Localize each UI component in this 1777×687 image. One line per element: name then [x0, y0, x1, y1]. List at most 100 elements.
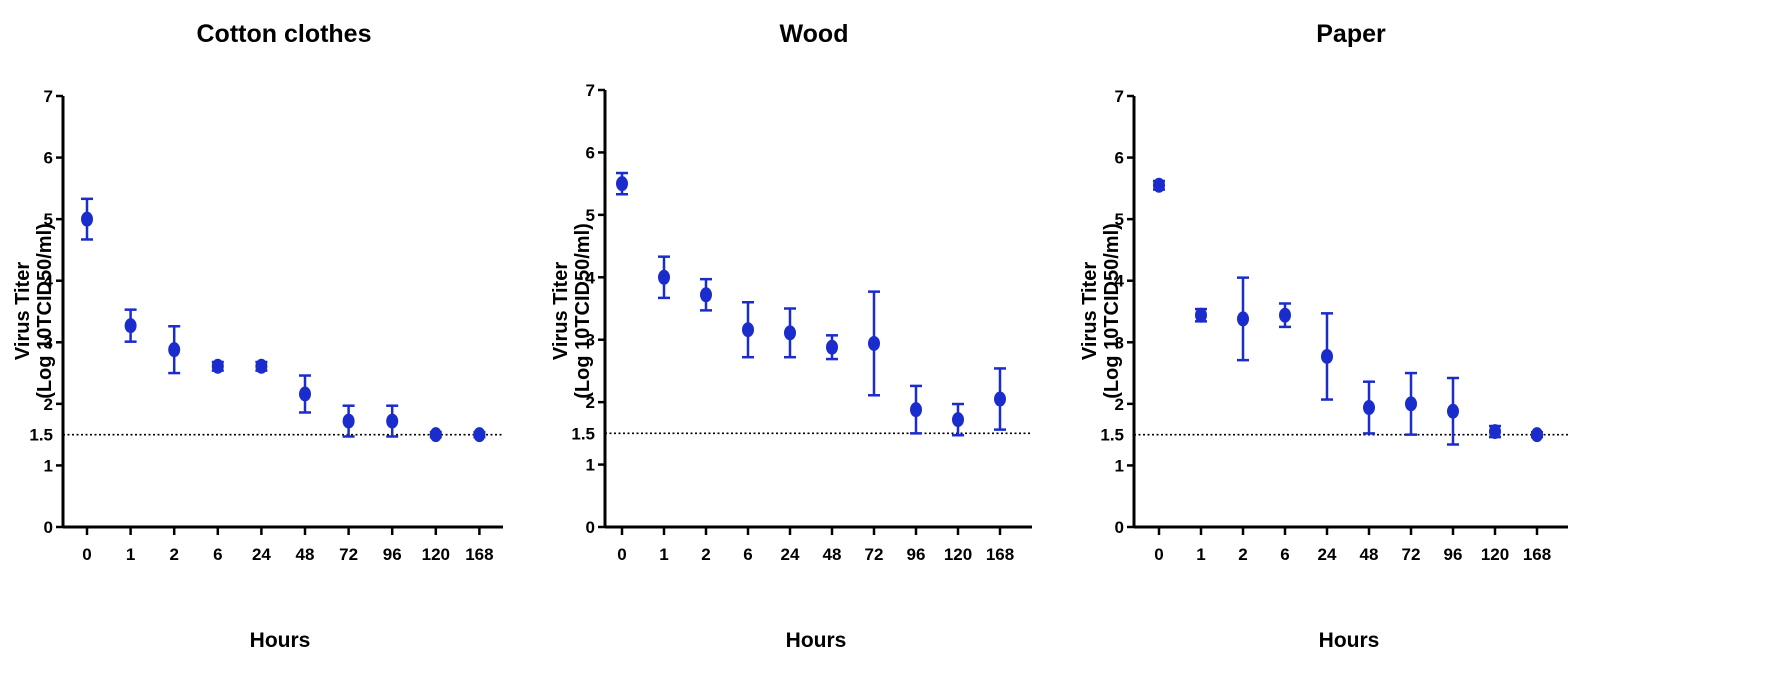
x-tick-label: 2 — [1238, 545, 1247, 564]
data-point — [124, 318, 137, 334]
x-tick-label: 96 — [907, 545, 926, 564]
x-tick-label: 96 — [383, 545, 402, 564]
y-tick-label: 1 — [1115, 456, 1124, 475]
y-tick-label: 0 — [1115, 518, 1124, 537]
x-axis-label: Hours — [1319, 629, 1380, 652]
chart-panel-2: Wood Hours Virus Titer (Log 10TCID50/ml)… — [550, 0, 1184, 687]
x-tick-label: 120 — [422, 545, 450, 564]
y-axis-label-line2: (Log 10TCID50/ml) — [572, 223, 594, 399]
x-tick-label: 48 — [296, 545, 315, 564]
y-tick-label: 1.5 — [29, 426, 53, 445]
chart-title: Cotton clothes — [197, 20, 372, 48]
x-tick-label: 1 — [126, 545, 135, 564]
data-point — [910, 402, 922, 418]
data-point — [1195, 307, 1207, 323]
plot-area: 0 1 1.5 2 3 4 5 6 7 0 1 2 6 24 48 72 96 120 168 — [571, 81, 1032, 564]
x-axis-label: Hours — [786, 629, 847, 652]
x-tick-label: 72 — [865, 545, 884, 564]
data-point — [952, 412, 964, 428]
y-axis-label-line1: Virus Titer — [12, 262, 34, 360]
data-point — [81, 211, 93, 227]
x-tick-label: 1 — [1196, 545, 1205, 564]
y-tick-label: 6 — [1115, 149, 1124, 168]
x-tick-label: 0 — [617, 545, 626, 564]
data-point — [868, 335, 880, 351]
data-point — [1447, 403, 1459, 419]
data-point — [700, 287, 712, 303]
x-tick-label: 2 — [169, 545, 178, 564]
data-point — [1405, 396, 1417, 412]
data-point — [994, 391, 1006, 407]
data-point — [211, 358, 224, 374]
x-tick-label: 168 — [1523, 545, 1551, 564]
x-tick-label: 24 — [252, 545, 271, 564]
x-tick-label: 96 — [1444, 545, 1463, 564]
y-tick-label: 4 — [1115, 272, 1125, 291]
plot-area: 0 1 1.5 2 3 4 5 6 7 0 1 2 6 24 48 72 96 120 168 — [29, 87, 503, 564]
y-tick-label: 2 — [586, 393, 595, 412]
x-tick-label: 6 — [213, 545, 222, 564]
y-axis-label-line1: Virus Titer — [550, 262, 572, 360]
y-tick-label: 1.5 — [1100, 426, 1124, 445]
y-tick-label: 1 — [586, 456, 595, 475]
data-point — [1237, 311, 1249, 327]
x-tick-label: 0 — [82, 545, 91, 564]
y-tick-label: 3 — [44, 333, 53, 352]
plot-area: 0 1 1.5 2 3 4 5 6 7 0 1 2 6 24 48 72 96 120 168 — [1100, 87, 1568, 564]
y-tick-label: 4 — [44, 272, 54, 291]
chart-paper: Paper Hours Virus Titer (Log 10TCID50/ml… — [1079, 20, 1568, 652]
x-tick-label: 6 — [743, 545, 752, 564]
x-tick-label: 6 — [1280, 545, 1289, 564]
y-tick-label: 3 — [1115, 333, 1124, 352]
data-point — [386, 413, 399, 429]
data-point — [826, 339, 838, 355]
chart-cotton-clothes: Cotton clothes Hours Virus Titer (Log 10… — [12, 20, 503, 652]
data-point — [1363, 400, 1375, 416]
x-tick-label: 168 — [465, 545, 493, 564]
y-tick-label: 0 — [44, 518, 53, 537]
data-point — [168, 342, 181, 358]
x-tick-label: 1 — [659, 545, 668, 564]
data-point — [742, 322, 754, 338]
data-point — [1489, 424, 1501, 440]
x-tick-label: 72 — [339, 545, 358, 564]
y-axis-label-line1: Virus Titer — [1079, 262, 1101, 360]
y-tick-label: 0 — [586, 518, 595, 537]
y-tick-label: 3 — [586, 331, 595, 350]
chart-wood: Wood Hours Virus Titer (Log 10TCID50/ml)… — [550, 20, 1032, 652]
chart-panel-3: Paper Hours Virus Titer (Log 10TCID50/ml… — [1079, 0, 1776, 687]
data-point — [616, 176, 628, 192]
y-tick-label: 7 — [586, 81, 595, 100]
data-point — [299, 386, 311, 402]
y-axis-label-line2: (Log 10TCID50/ml) — [34, 223, 56, 399]
x-tick-label: 0 — [1154, 545, 1163, 564]
y-tick-label: 1.5 — [571, 424, 595, 443]
data-point — [342, 413, 355, 429]
y-tick-label: 5 — [586, 206, 595, 225]
data-point — [784, 325, 796, 341]
y-tick-label: 7 — [1115, 87, 1124, 106]
chart-panel-1: Cotton clothes Hours Virus Titer (Log 10… — [0, 0, 592, 687]
x-tick-label: 48 — [1360, 545, 1379, 564]
x-tick-label: 48 — [823, 545, 842, 564]
x-tick-label: 24 — [1318, 545, 1337, 564]
x-tick-label: 120 — [944, 545, 972, 564]
y-axis-label-line2: (Log 10TCID50/ml) — [1101, 223, 1123, 399]
y-tick-label: 5 — [44, 210, 53, 229]
y-tick-label: 2 — [1115, 395, 1124, 414]
data-point — [1153, 177, 1165, 193]
chart-title: Paper — [1316, 20, 1386, 48]
data-point — [255, 358, 268, 374]
y-tick-label: 6 — [44, 149, 53, 168]
data-point — [1321, 348, 1333, 364]
y-tick-label: 6 — [586, 143, 595, 162]
y-tick-label: 5 — [1115, 210, 1124, 229]
y-tick-label: 1 — [44, 456, 53, 475]
y-tick-label: 2 — [44, 395, 53, 414]
y-tick-label: 4 — [586, 268, 596, 287]
x-tick-label: 2 — [701, 545, 710, 564]
x-tick-label: 120 — [1481, 545, 1509, 564]
data-point — [1279, 307, 1291, 323]
data-point — [658, 269, 670, 285]
y-tick-label: 7 — [44, 87, 53, 106]
